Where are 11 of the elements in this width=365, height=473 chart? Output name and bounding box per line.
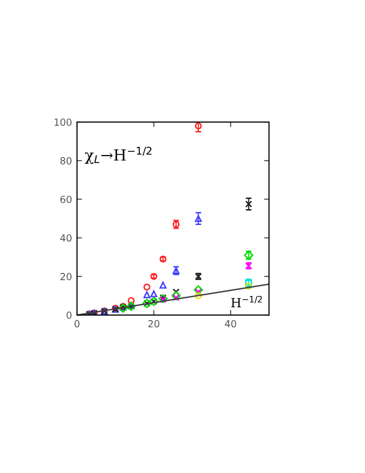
annotation: H$^{−1/2}$ (231, 296, 262, 308)
y-tick-label: 40 (60, 234, 72, 242)
y-tick-label: 0 (66, 311, 72, 319)
y-tick-label: 20 (60, 272, 72, 280)
y-tick-label: 100 (54, 118, 72, 126)
x-tick-label: 0 (74, 320, 80, 328)
annotation: χ$_{L}$→H$^{−1/2}$ (84, 146, 152, 164)
y-tick-label: 60 (60, 196, 72, 204)
x-tick-label: 20 (148, 320, 160, 328)
y-tick-label: 80 (60, 157, 72, 164)
x-tick-label: 40 (224, 320, 236, 328)
